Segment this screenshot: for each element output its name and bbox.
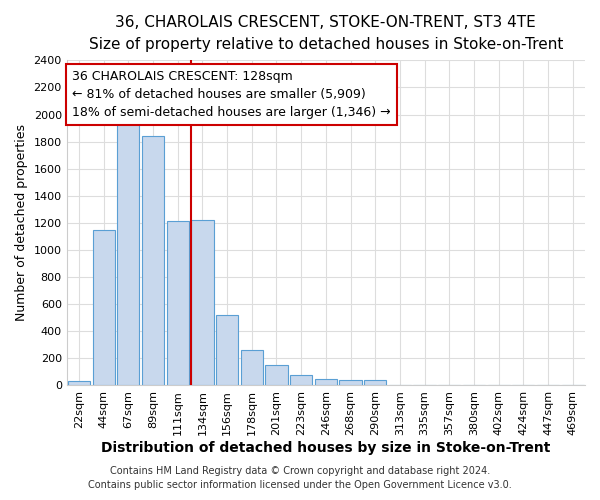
Bar xyxy=(68,382,90,386)
Bar xyxy=(389,385,411,386)
Text: 36 CHAROLAIS CRESCENT: 128sqm
← 81% of detached houses are smaller (5,909)
18% o: 36 CHAROLAIS CRESCENT: 128sqm ← 81% of d… xyxy=(72,70,391,119)
Bar xyxy=(216,315,238,386)
Bar xyxy=(290,374,312,386)
Bar xyxy=(265,365,287,386)
Bar xyxy=(92,230,115,386)
Bar xyxy=(340,380,362,386)
X-axis label: Distribution of detached houses by size in Stoke-on-Trent: Distribution of detached houses by size … xyxy=(101,441,551,455)
Y-axis label: Number of detached properties: Number of detached properties xyxy=(15,124,28,322)
Bar xyxy=(142,136,164,386)
Bar xyxy=(315,378,337,386)
Title: 36, CHAROLAIS CRESCENT, STOKE-ON-TRENT, ST3 4TE
Size of property relative to det: 36, CHAROLAIS CRESCENT, STOKE-ON-TRENT, … xyxy=(89,15,563,52)
Bar xyxy=(413,385,436,386)
Bar xyxy=(167,221,189,386)
Text: Contains HM Land Registry data © Crown copyright and database right 2024.
Contai: Contains HM Land Registry data © Crown c… xyxy=(88,466,512,490)
Bar xyxy=(364,380,386,386)
Bar xyxy=(438,385,460,386)
Bar xyxy=(117,122,139,386)
Bar xyxy=(191,220,214,386)
Bar xyxy=(241,350,263,386)
